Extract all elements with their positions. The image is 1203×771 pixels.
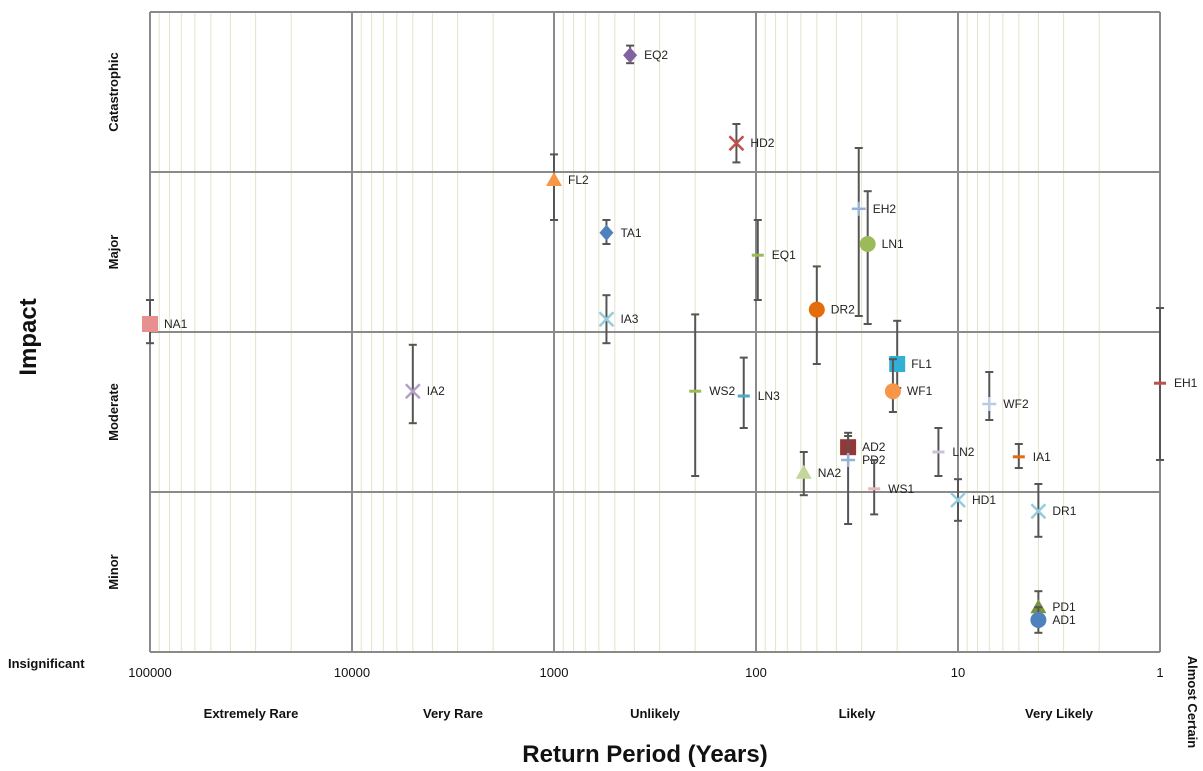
data-point-dr1: DR1 [1030, 483, 1077, 538]
x-tick-label: 1000 [540, 665, 569, 680]
data-point-ia2: IA2 [404, 343, 445, 425]
data-point-label: HD2 [750, 136, 774, 150]
data-point-label: LN2 [952, 445, 974, 459]
data-point-ia3: IA3 [598, 294, 639, 345]
data-point-na1: NA1 [142, 299, 188, 345]
data-point-wf2: WF2 [982, 371, 1029, 421]
x-category-labels: Extremely Rare Very Rare Unlikely Likely Ver… [204, 656, 1200, 749]
y-category-label: Insignificant [8, 656, 85, 671]
data-point-label: IA2 [427, 384, 445, 398]
marker-square [142, 316, 158, 332]
marker-circle [1030, 612, 1047, 628]
data-point-wf1: WF1 [884, 358, 933, 413]
data-point-label: WS1 [888, 482, 914, 496]
data-point-hd2: HD2 [728, 123, 775, 164]
data-point-label: EQ1 [772, 248, 796, 262]
x-tick-label: 100 [745, 665, 767, 680]
data-points: EQ2 HD2 FL2 TA1 EH2 LN1 EQ1 DR2 NA1 IA3 FL1 EH1 IA2 W… [142, 44, 1198, 634]
data-point-eh2: EH2 [851, 147, 897, 317]
data-point-label: EH2 [873, 202, 897, 216]
x-category-label: Likely [839, 706, 877, 721]
x-tick-label: 10 [951, 665, 965, 680]
data-point-ta1: TA1 [599, 219, 642, 245]
x-tick-labels: 100000 10000 1000 100 10 1 [128, 665, 1163, 680]
data-point-label: IA1 [1033, 450, 1051, 464]
data-point-label: AD2 [862, 440, 886, 454]
marker-diamond [623, 47, 638, 64]
data-point-ad2: AD2 [840, 431, 886, 461]
data-point-label: LN1 [882, 237, 904, 251]
data-point-label: DR2 [831, 303, 855, 317]
x-tick-label: 100000 [128, 665, 171, 680]
marker-circle [808, 301, 825, 318]
marker-triangle [795, 464, 812, 479]
y-category-labels: Insignificant Minor Moderate Major Catastrop… [8, 52, 121, 671]
y-category-label: Moderate [106, 383, 121, 441]
data-point-label: WS2 [709, 384, 735, 398]
data-point-ws1: WS1 [868, 459, 915, 516]
x-category-label: Almost Certain [1185, 656, 1200, 749]
data-point-ln2: LN2 [932, 427, 975, 477]
data-point-eq1: EQ1 [751, 219, 796, 301]
data-point-label: EQ2 [644, 48, 668, 62]
y-category-label: Minor [106, 554, 121, 589]
data-point-label: EH1 [1174, 376, 1198, 390]
x-category-label: Very Rare [423, 706, 483, 721]
data-point-ia1: IA1 [1012, 443, 1051, 469]
data-point-na2: NA2 [795, 451, 842, 497]
data-point-dr2: DR2 [808, 265, 855, 365]
data-point-ln1: LN1 [859, 190, 904, 325]
data-point-fl2: FL2 [546, 153, 589, 221]
data-point-label: WF2 [1003, 397, 1029, 411]
marker-x [598, 311, 615, 328]
marker-circle [884, 383, 901, 400]
data-point-label: WF1 [907, 384, 933, 398]
data-point-label: FL2 [568, 173, 589, 187]
y-category-label: Catastrophic [106, 52, 121, 131]
x-tick-label: 10000 [334, 665, 370, 680]
data-point-label: LN3 [758, 389, 780, 403]
marker-x [950, 492, 966, 508]
x-category-label: Very Likely [1025, 706, 1094, 721]
x-axis-title: Return Period (Years) [522, 741, 767, 768]
data-point-label: HD1 [972, 493, 996, 507]
data-point-label: FL1 [911, 357, 932, 371]
data-point-label: NA1 [164, 317, 188, 331]
data-point-label: IA3 [620, 312, 638, 326]
data-point-hd1: HD1 [950, 478, 996, 522]
marker-x [404, 383, 421, 400]
data-point-ws2: WS2 [689, 313, 736, 477]
data-point-eh1: EH1 [1154, 307, 1198, 461]
data-point-ad1: AD1 [1030, 606, 1076, 634]
data-point-ln3: LN3 [737, 356, 780, 429]
x-category-label: Extremely Rare [204, 706, 299, 721]
data-point-eq2: EQ2 [623, 44, 668, 65]
x-category-label: Unlikely [630, 706, 681, 721]
data-point-label: PD1 [1052, 600, 1076, 614]
data-point-label: DR1 [1052, 504, 1076, 518]
data-point-label: AD1 [1052, 613, 1076, 627]
data-point-label: TA1 [620, 226, 641, 240]
y-axis-title: Impact [15, 298, 42, 375]
marker-x [728, 135, 745, 152]
marker-diamond [599, 224, 614, 241]
marker-x [1030, 503, 1047, 520]
x-tick-label: 1 [1156, 665, 1163, 680]
data-point-label: NA2 [818, 466, 842, 480]
marker-circle [859, 236, 876, 252]
plot-grid [149, 11, 1161, 653]
y-category-label: Major [106, 235, 121, 270]
marker-triangle [546, 172, 562, 186]
